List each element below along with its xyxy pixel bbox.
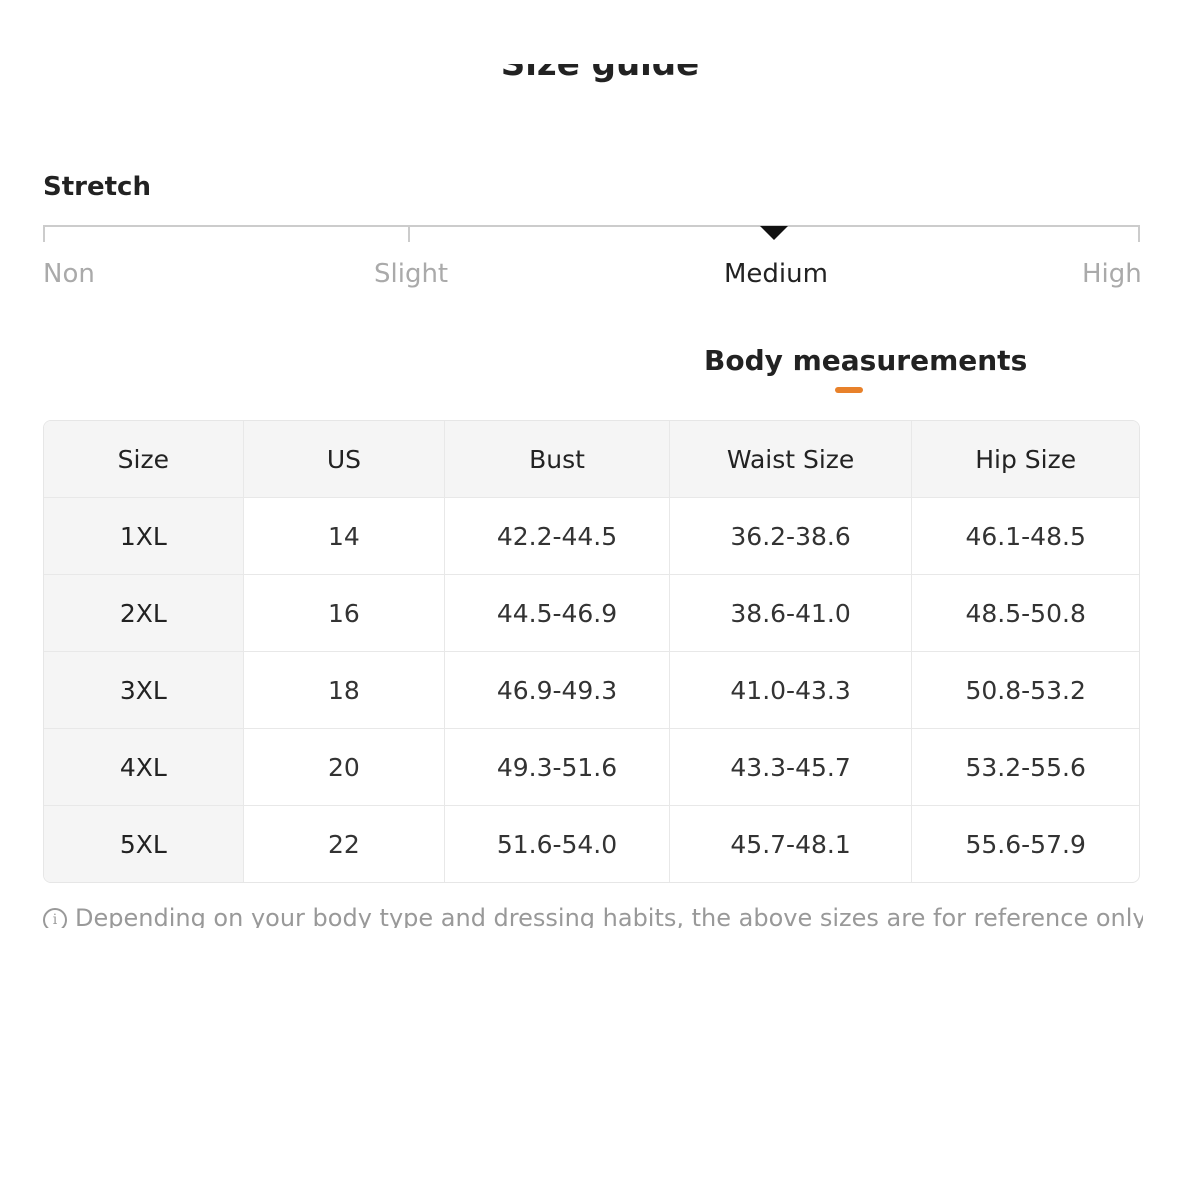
table-cell: 18: [243, 652, 446, 729]
stretch-label: Stretch: [43, 172, 151, 202]
table-row: 2XL 16 44.5-46.9 38.6-41.0 48.5-50.8: [44, 575, 1139, 652]
table-row: 3XL 18 46.9-49.3 41.0-43.3 50.8-53.2: [44, 652, 1139, 729]
stretch-level-high: High: [1082, 259, 1142, 289]
size-cell: 1XL: [44, 498, 244, 575]
table-cell: 48.5-50.8: [912, 575, 1139, 652]
table-cell: 55.6-57.9: [965, 829, 1086, 859]
stretch-level-slight: Slight: [374, 259, 449, 289]
tab-active-indicator: [835, 387, 863, 393]
table-row: 1XL 14 42.2-44.5 36.2-38.6 46.1-48.5: [44, 498, 1139, 575]
table-cell: 46.9-49.3: [445, 652, 670, 729]
note-text: Depending on your body type and dressing…: [75, 904, 1143, 928]
table-cell: 43.3-45.7: [669, 729, 913, 806]
table-cell: 41.0-43.3: [669, 652, 913, 729]
stretch-scale-track: [43, 225, 1140, 227]
table-cell: 49.3-51.6: [445, 729, 670, 806]
size-cell: 5XL: [44, 806, 244, 882]
column-header: Size: [44, 421, 244, 498]
table-row: 4XL 20 49.3-51.6 43.3-45.7 53.2-55.6: [44, 729, 1139, 806]
table-cell: 50.8-53.2: [912, 652, 1139, 729]
table-cell: 53.2-55.6: [912, 729, 1139, 806]
title-clip: Size guide: [0, 64, 1200, 104]
table-cell: 22: [244, 806, 446, 882]
column-header: Bust: [445, 421, 670, 498]
page-title: Size guide: [500, 64, 700, 84]
size-table: Size US Bust Waist Size Hip Size 1XL 14 42.2-4…: [43, 420, 1140, 883]
table-cell: 44.5-46.9: [445, 575, 670, 652]
column-header: Hip Size: [912, 421, 1139, 498]
table-row: 5XL 22 51.6-54.0 45.7-48.1 55.6-57.9: [44, 806, 1139, 882]
stretch-tick: [43, 225, 45, 242]
table-cell: 16: [243, 575, 446, 652]
size-cell: 3XL: [44, 652, 244, 729]
size-cell: 4XL: [44, 729, 244, 806]
table-cell: 51.6-54.0: [445, 806, 670, 882]
stretch-tick: [1138, 225, 1140, 242]
table-cell: 38.6-41.0: [669, 575, 913, 652]
stretch-marker-icon: [760, 226, 788, 240]
stretch-level-non: Non: [43, 259, 95, 289]
reference-note: i Depending on your body type and dressin…: [43, 904, 1143, 928]
table-cell: 20: [243, 729, 446, 806]
tab-body-measurements[interactable]: Body measurements: [704, 344, 1028, 377]
column-header: Waist Size: [669, 421, 913, 498]
stretch-tick: [408, 225, 410, 242]
table-header-row: Size US Bust Waist Size Hip Size: [44, 421, 1139, 498]
table-cell: 45.7-48.1: [670, 806, 913, 882]
table-cell: 14: [243, 498, 446, 575]
info-icon: i: [43, 908, 67, 928]
table-cell: 42.2-44.5: [445, 498, 670, 575]
size-cell: 2XL: [44, 575, 244, 652]
stretch-level-medium: Medium: [724, 259, 828, 289]
column-header: US: [243, 421, 446, 498]
table-cell: 46.1-48.5: [912, 498, 1139, 575]
table-cell: 36.2-38.6: [669, 498, 913, 575]
